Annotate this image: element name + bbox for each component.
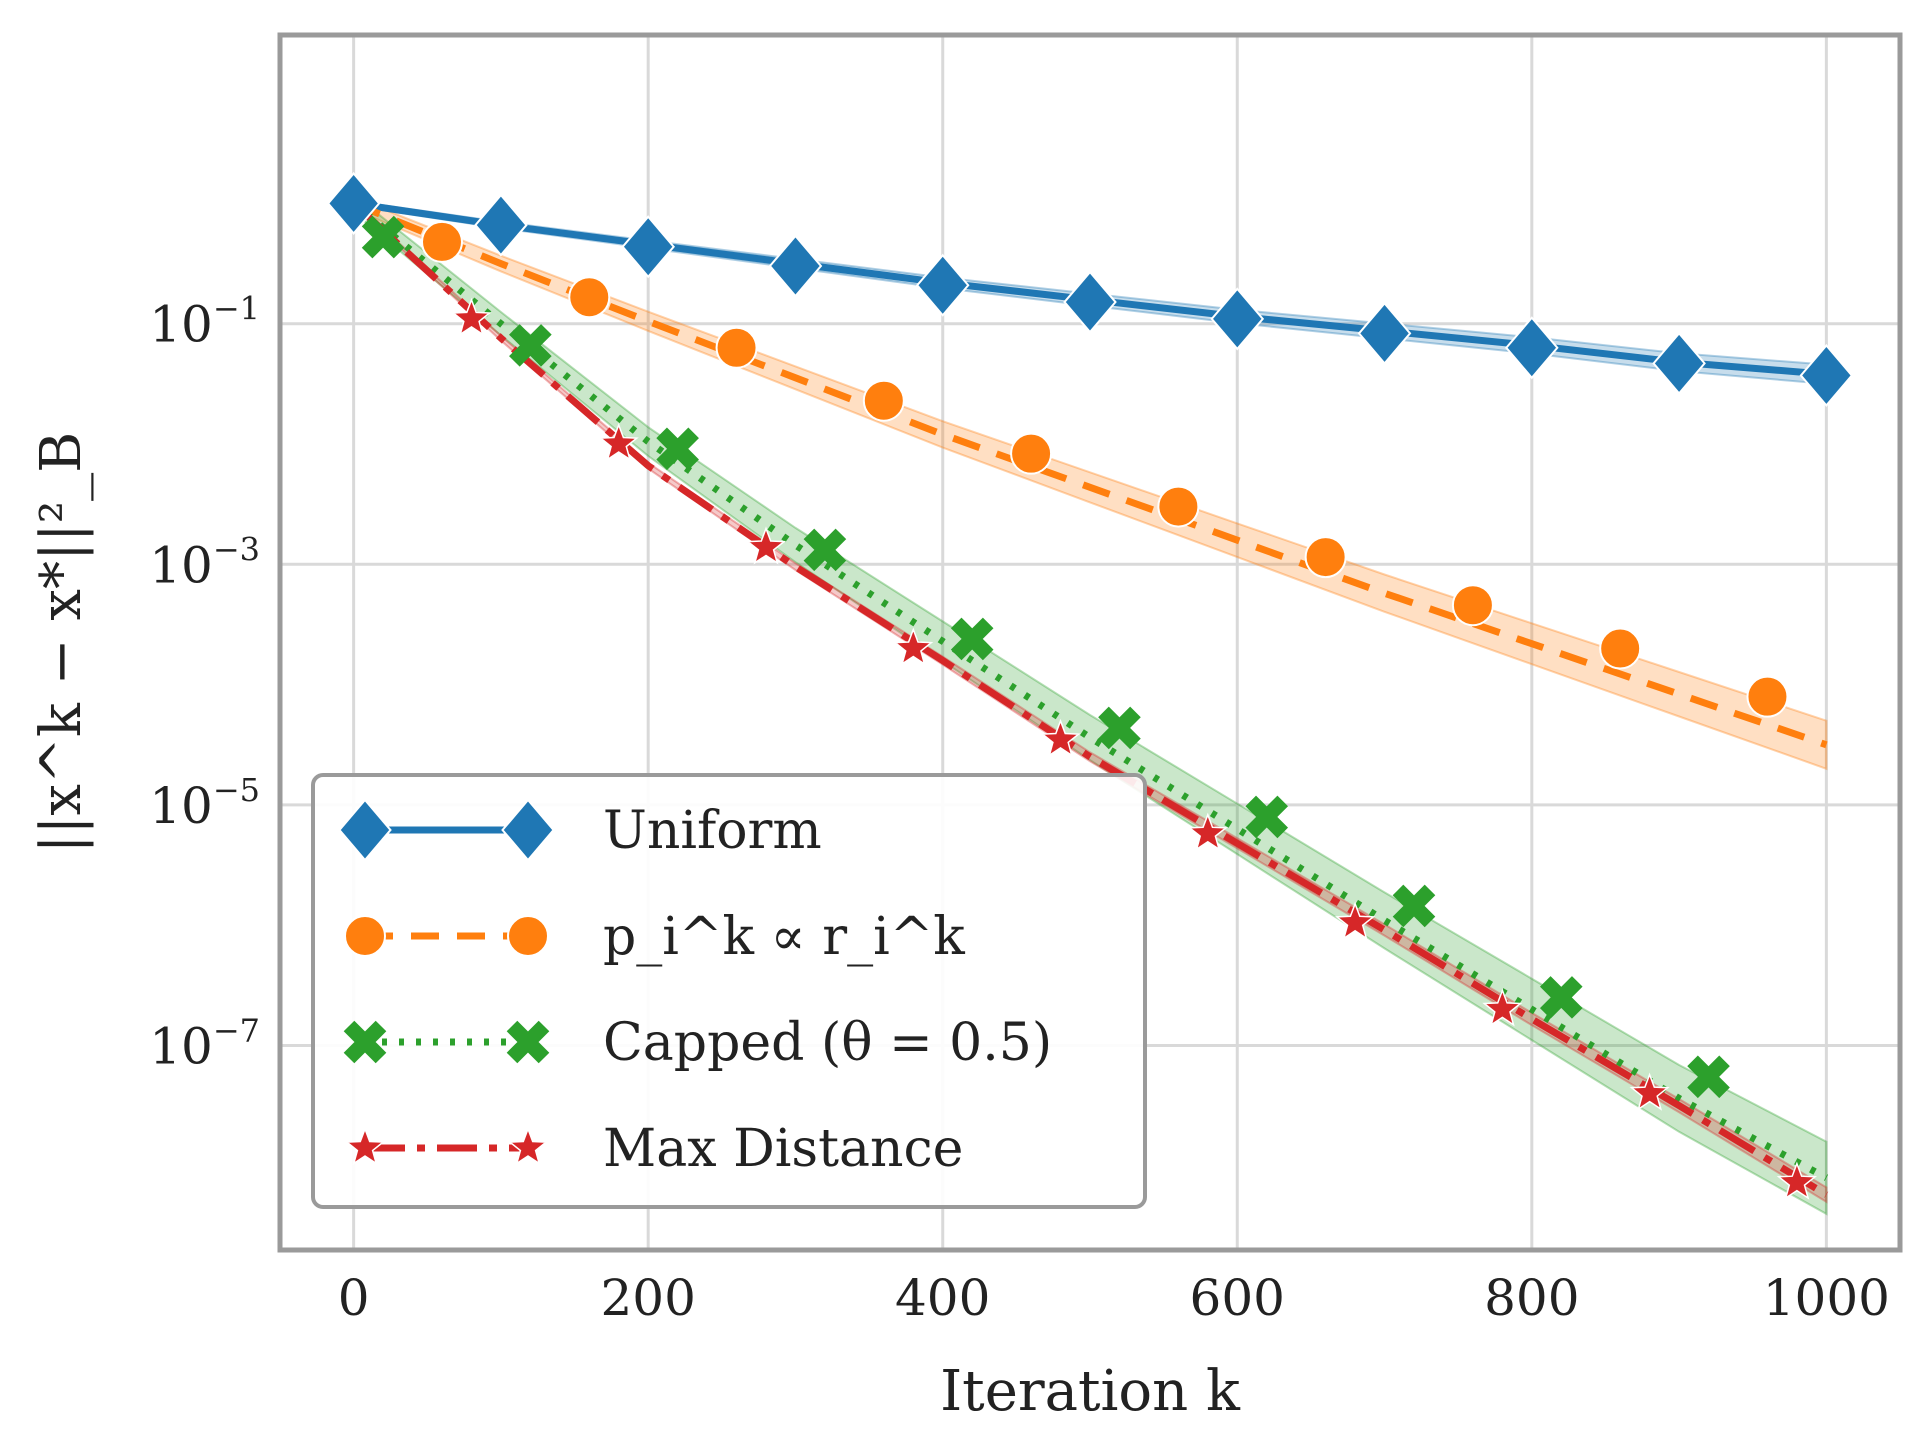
proportional-marker [1599, 627, 1642, 670]
x-tick-labels: 0 200 400 600 800 1000 [338, 1269, 1890, 1327]
proportional-marker [1451, 584, 1494, 627]
capped-marker [803, 528, 847, 572]
uniform-marker [1799, 343, 1854, 407]
legend-box [311, 773, 1147, 1209]
y-tick-label: 10−1 [149, 290, 260, 354]
legend-label: Max Distance [603, 1119, 963, 1179]
legend-label: Capped (θ = 0.5) [603, 1013, 1052, 1073]
proportional-marker [715, 326, 758, 369]
uniform-marker [768, 234, 823, 298]
capped-band [352, 192, 1828, 1216]
x-tick-label: 800 [1484, 1269, 1579, 1327]
uniform-marker [474, 193, 528, 257]
max-distance-marker [1776, 1161, 1818, 1200]
proportional-marker [421, 220, 463, 263]
legend-marker [343, 1020, 387, 1064]
capped-marker [509, 324, 552, 367]
legend-marker [338, 798, 392, 862]
max-distance-marker [1187, 812, 1228, 851]
uniform-marker [326, 171, 381, 235]
x-tick-label: 400 [895, 1269, 990, 1327]
legend-label: p_i^k ∝ r_i^k [603, 907, 965, 967]
max-distance-marker [745, 526, 787, 565]
capped-marker [1539, 976, 1583, 1019]
x-tick-label: 1000 [1763, 1269, 1890, 1327]
x-tick-label: 0 [338, 1269, 370, 1327]
proportional-marker [1746, 675, 1789, 718]
max-distance-marker [1040, 718, 1081, 758]
uniform-marker [915, 253, 970, 317]
max-distance-line [351, 200, 1829, 1198]
max-distance-marker [1334, 901, 1376, 940]
max-distance-marker [893, 627, 934, 666]
legend-marker [344, 915, 386, 957]
max-distance-marker [451, 297, 492, 337]
max-distance-marker [1482, 988, 1523, 1027]
proportional-marker [568, 276, 611, 319]
proportional-line [352, 200, 1828, 749]
y-tick-label: 10−3 [149, 530, 260, 594]
proportional-marker [1304, 536, 1347, 579]
y-tick-labels: 10−1 10−3 10−5 10−7 [149, 290, 260, 1076]
uniform-marker [1652, 331, 1706, 395]
capped-marker [1392, 884, 1436, 928]
proportional-marker [1157, 485, 1200, 528]
legend-marker [501, 798, 555, 862]
legend: Uniform p_i^k ∝ r_i^k Capped (θ = 0.5) Max … [311, 773, 1147, 1209]
series-markers [326, 171, 1854, 1200]
x-tick-label: 200 [600, 1269, 695, 1327]
x-tick-label: 600 [1190, 1269, 1285, 1327]
x-axis-label: Iteration k [940, 1359, 1241, 1424]
proportional-marker [1010, 432, 1053, 475]
capped-marker [1098, 706, 1141, 750]
uniform-marker [1063, 270, 1117, 334]
max-distance-marker [598, 422, 639, 462]
y-tick-label: 10−7 [149, 1011, 260, 1075]
capped-marker [1687, 1055, 1730, 1099]
legend-label: Uniform [603, 801, 822, 861]
capped-marker [361, 215, 405, 259]
legend-marker [506, 1020, 550, 1064]
max-distance-marker [1629, 1072, 1670, 1111]
capped-marker [1245, 795, 1289, 839]
uniform-marker [1505, 316, 1559, 380]
legend-marker [344, 1126, 386, 1166]
uniform-marker [1357, 301, 1412, 365]
capped-marker [950, 617, 994, 661]
y-tick-label: 10−5 [149, 771, 260, 835]
legend-marker [507, 1126, 549, 1166]
capped-marker [656, 427, 699, 471]
uniform-marker [1210, 287, 1265, 351]
legend-marker [507, 915, 549, 957]
plot-frame [277, 32, 1903, 1253]
y-axis-label: ||x^k − x*||²_B [29, 432, 94, 854]
uniform-marker [621, 215, 675, 279]
proportional-marker [862, 379, 905, 422]
